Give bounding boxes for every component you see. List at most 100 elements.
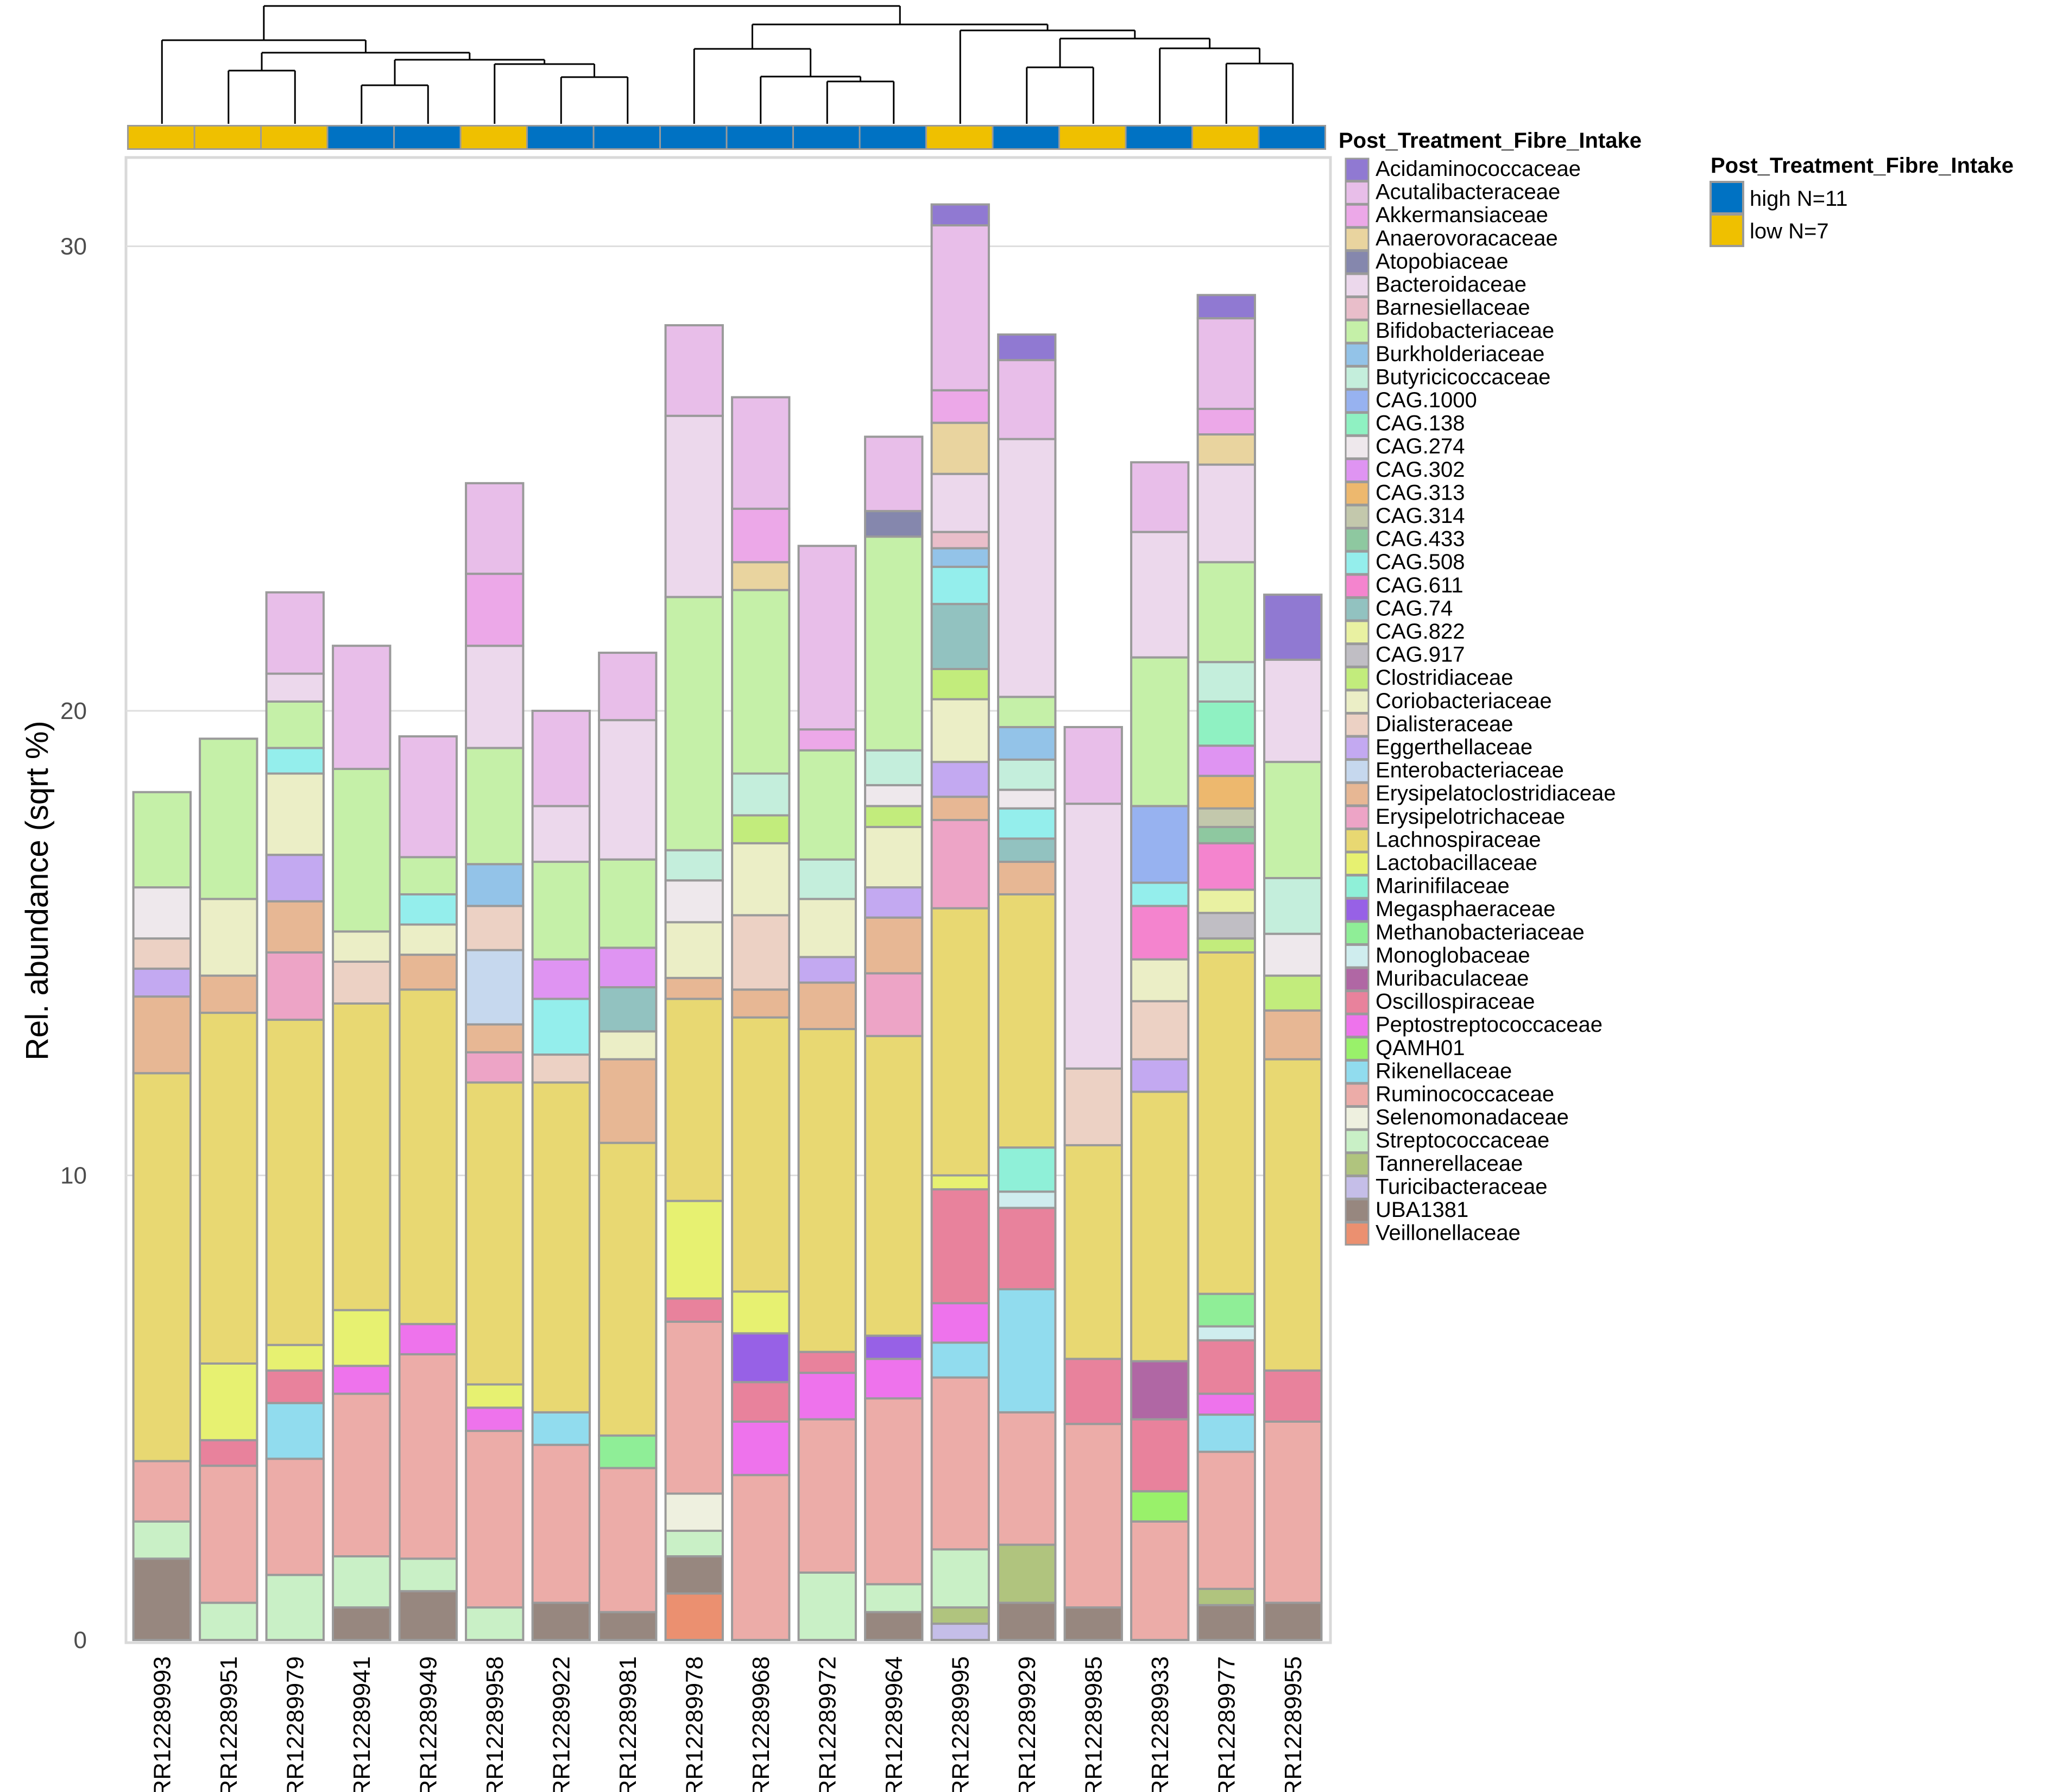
bar-segment-Anaerovoracaceae <box>731 561 791 591</box>
legend-swatch <box>1345 1083 1370 1107</box>
legend-label: Acutalibacteraceae <box>1376 180 1560 204</box>
legend-item-Bifidobacteriaceae: Bifidobacteriaceae <box>1345 319 1554 344</box>
bar-segment-Erysipelatoclostridiaceae <box>664 976 724 1000</box>
legend-swatch <box>1345 805 1370 829</box>
group-legend-label: low N=7 <box>1750 219 1829 243</box>
bar-segment-Oscillospiraceae <box>199 1439 258 1467</box>
bar-segment-Erysipelatoclostridiaceae <box>864 916 924 975</box>
annotation-cell-low <box>195 127 260 148</box>
bar-segment-Ruminococcaceae <box>1130 1520 1190 1641</box>
bar-segment-Coriobacteriaceae <box>265 772 325 856</box>
legend-swatch <box>1345 319 1370 344</box>
bar-segment-Rikenellaceae <box>930 1341 990 1379</box>
legend-item-Clostridiaceae: Clostridiaceae <box>1345 666 1513 691</box>
legend-item-CAG.74: CAG.74 <box>1345 596 1453 621</box>
bar-segment-UBA1381 <box>1196 1604 1256 1641</box>
legend-item-Selenomonadaceae: Selenomonadaceae <box>1345 1106 1569 1130</box>
bar-segment-Anaerovoracaceae <box>1196 433 1256 466</box>
bar-segment-Lactobacillaceae <box>465 1383 525 1409</box>
bar-segment-UBA1381 <box>864 1611 924 1641</box>
bar-segment-Methanobacteriaceae <box>598 1434 658 1469</box>
bar-segment-Lachnospiraceae <box>797 1028 857 1353</box>
bar-segment-Coriobacteriaceae <box>598 1030 658 1061</box>
legend-item-Streptococcaceae: Streptococcaceae <box>1345 1128 1549 1153</box>
legend-swatch <box>1345 1013 1370 1038</box>
bar-segment-UBA1381 <box>1263 1601 1323 1642</box>
bar-segment-CAG.313 <box>1196 774 1256 810</box>
legend-item-CAG.917: CAG.917 <box>1345 643 1465 667</box>
bar-segment-Ruminococcaceae <box>265 1457 325 1576</box>
bar-segment-CAG.74 <box>930 603 990 671</box>
bar-segment-Erysipelotrichaceae <box>864 972 924 1037</box>
legend-label: Bacteroidaceae <box>1376 273 1526 296</box>
x-tick-label: SRR12289949 <box>415 1656 441 1792</box>
x-tick-label: SRR12289922 <box>548 1656 575 1792</box>
bar-segment-Akkermansiaceae <box>465 572 525 647</box>
legend-item-Methanobacteriaceae: Methanobacteriaceae <box>1345 920 1585 945</box>
bar-segment-Bifidobacteriaceae <box>598 858 658 949</box>
bar-segment-Erysipelotrichaceae <box>465 1051 525 1084</box>
bar-segment-Lachnospiraceae <box>398 988 458 1326</box>
legend-label: Coriobacteriaceae <box>1376 689 1552 713</box>
legend-item-Megasphaeraceae: Megasphaeraceae <box>1345 897 1555 922</box>
bar-segment-Erysipelotrichaceae <box>265 951 325 1021</box>
group-legend-swatch <box>1710 181 1744 214</box>
bar-segment-Acutalibacteraceae <box>864 436 924 513</box>
legend-item-CAG.314: CAG.314 <box>1345 504 1465 529</box>
legend-item-CAG.433: CAG.433 <box>1345 527 1465 552</box>
bar-segment-UBA1381 <box>598 1611 658 1641</box>
legend-item-UBA1381: UBA1381 <box>1345 1198 1468 1223</box>
group-legend-item: low N=7 <box>1710 213 1829 247</box>
bar-segment-Streptococcaceae <box>664 1529 724 1558</box>
bar-segment-Erysipelatoclostridiaceae <box>265 900 325 954</box>
legend-swatch <box>1345 204 1370 228</box>
bar-segment-Ruminococcaceae <box>531 1443 591 1604</box>
bar-segment-Streptococcaceae <box>465 1606 525 1641</box>
bar-segment-Bifidobacteriaceae <box>332 767 392 933</box>
legend-label: CAG.138 <box>1376 412 1465 436</box>
legend-swatch <box>1345 759 1370 783</box>
legend-swatch <box>1345 296 1370 320</box>
bar-segment-Peptostreptococcaceae <box>930 1302 990 1344</box>
bar-segment-Eggerthellaceae <box>265 854 325 903</box>
legend-swatch <box>1345 597 1370 621</box>
bar-segment-Acutalibacteraceae <box>265 591 325 675</box>
annotation-cell-high <box>594 127 659 148</box>
y-axis-title: Rel. abundance (sqrt %) <box>20 721 55 1060</box>
y-tick-label: 30 <box>60 234 87 260</box>
legend-label: CAG.274 <box>1376 434 1465 458</box>
bar-segment-Bacteroidaceae <box>664 414 724 598</box>
bar-segment-Ruminococcaceae <box>398 1353 458 1560</box>
bar-segment-Bacteroidaceae <box>465 645 525 749</box>
bar-segment-Erysipelatoclostridiaceae <box>132 995 192 1075</box>
group-legend: Post_Treatment_Fibre_Intake high N=11 low… <box>1710 154 2014 247</box>
bar-segment-Burkholderiaceae <box>997 725 1057 761</box>
bar-segment-Lactobacillaceae <box>664 1200 724 1300</box>
bar-segment-Lachnospiraceae <box>465 1081 525 1386</box>
legend-swatch <box>1345 898 1370 922</box>
legend-item-Monoglobaceae: Monoglobaceae <box>1345 943 1530 968</box>
bar-segment-Erysipelatoclostridiaceae <box>398 954 458 991</box>
bar-segment-Bacteroidaceae <box>997 438 1057 698</box>
bar-SRR12289985 <box>1063 725 1123 1641</box>
bar-segment-Bacteroidaceae <box>265 672 325 703</box>
legend-item-Anaerovoracaceae: Anaerovoracaceae <box>1345 226 1558 251</box>
bar-segment-CAG.274 <box>1263 932 1323 977</box>
bar-segment-CAG.1000 <box>1130 805 1190 884</box>
bar-segment-Ruminococcaceae <box>864 1397 924 1586</box>
legend-item-CAG.313: CAG.313 <box>1345 481 1465 506</box>
x-tick-label: SRR12289985 <box>1080 1656 1107 1792</box>
legend-label: CAG.1000 <box>1376 388 1477 412</box>
bar-segment-Bacteroidaceae <box>1063 803 1123 1070</box>
bar-segment-CAG.822 <box>1196 888 1256 914</box>
legend-label: Monoglobaceae <box>1376 943 1530 967</box>
legend-label: Oscillospiraceae <box>1376 990 1535 1014</box>
bar-segment-Ruminococcaceae <box>1196 1450 1256 1590</box>
bar-segment-Ruminococcaceae <box>199 1465 258 1604</box>
group-legend-title: Post_Treatment_Fibre_Intake <box>1711 154 2014 178</box>
legend-label: Butyricicoccaceae <box>1376 365 1550 389</box>
annotation-cell-high <box>1126 127 1191 148</box>
bar-segment-Eggerthellaceae <box>864 886 924 919</box>
bar-segment-Peptostreptococcaceae <box>864 1358 924 1400</box>
bar-segment-Streptococcaceae <box>265 1574 325 1641</box>
